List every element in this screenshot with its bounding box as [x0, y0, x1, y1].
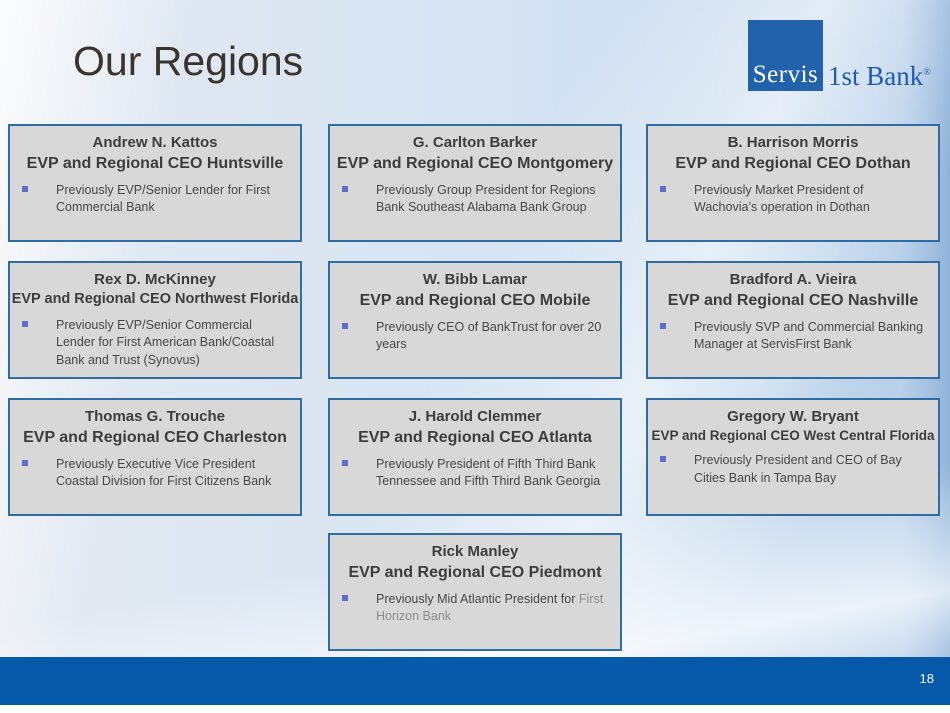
region-card-northwest-florida: Rex D. McKinney EVP and Regional CEO Nor… — [8, 261, 302, 379]
region-card-nashville: Bradford A. Vieira EVP and Regional CEO … — [646, 261, 940, 379]
exec-name: Gregory W. Bryant — [727, 408, 859, 425]
bullet-icon — [22, 459, 28, 466]
bullet-icon — [342, 459, 348, 466]
region-card-montgomery: G. Carlton Barker EVP and Regional CEO M… — [328, 124, 622, 242]
exec-name: W. Bibb Lamar — [422, 271, 528, 288]
registered-mark: ® — [923, 67, 931, 78]
region-card-west-central-florida: Gregory W. Bryant EVP and Regional CEO W… — [646, 398, 940, 516]
logo-bank-word: 1st Bank — [828, 61, 924, 91]
bullet-icon — [660, 185, 666, 192]
logo-bank-text: 1st Bank® — [828, 61, 931, 92]
exec-role: EVP and Regional CEO Dothan — [675, 155, 911, 173]
exec-role: EVP and Regional CEO Atlanta — [358, 429, 592, 447]
bullet-icon — [660, 456, 666, 463]
exec-name: B. Harrison Morris — [727, 134, 859, 151]
exec-bio: Previously Group President for Regions B… — [330, 182, 620, 217]
exec-bio: Previously President and CEO of Bay Citi… — [648, 452, 938, 487]
exec-role: EVP and Regional CEO Huntsville — [26, 155, 284, 173]
bullet-icon — [342, 185, 348, 192]
exec-role: EVP and Regional CEO Northwest Florida — [11, 291, 299, 308]
exec-bio: Previously Mid Atlantic President for Fi… — [330, 591, 620, 626]
exec-name: Bradford A. Vieira — [729, 271, 857, 288]
bullet-icon — [342, 594, 348, 601]
exec-name: Thomas G. Trouche — [84, 408, 226, 425]
bullet-icon — [342, 322, 348, 329]
bullet-icon — [660, 322, 666, 329]
exec-bio: Previously President of Fifth Third Bank… — [330, 456, 620, 491]
exec-role: EVP and Regional CEO Mobile — [359, 292, 591, 310]
exec-role: EVP and Regional CEO West Central Florid… — [651, 428, 935, 444]
exec-role: EVP and Regional CEO Montgomery — [336, 155, 614, 173]
region-card-charleston: Thomas G. Trouche EVP and Regional CEO C… — [8, 398, 302, 516]
bullet-icon — [22, 320, 28, 327]
page-title: Our Regions — [73, 38, 304, 84]
exec-bio: Previously EVP/Senior Lender for First C… — [10, 182, 300, 217]
exec-name: G. Carlton Barker — [412, 134, 538, 151]
region-card-piedmont: Rick Manley EVP and Regional CEO Piedmon… — [328, 533, 622, 651]
logo-servis-text: Servis — [752, 61, 819, 88]
region-card-mobile: W. Bibb Lamar EVP and Regional CEO Mobil… — [328, 261, 622, 379]
exec-name: Rick Manley — [431, 543, 519, 560]
logo-square: Servis — [748, 20, 823, 91]
exec-role: EVP and Regional CEO Charleston — [23, 429, 287, 447]
region-card-dothan: B. Harrison Morris EVP and Regional CEO … — [646, 124, 940, 242]
exec-role: EVP and Regional CEO Nashville — [667, 292, 919, 310]
page-number: 18 — [919, 671, 934, 686]
region-card-huntsville: Andrew N. Kattos EVP and Regional CEO Hu… — [8, 124, 302, 242]
exec-name: J. Harold Clemmer — [408, 408, 542, 425]
exec-bio: Previously EVP/Senior Commercial Lender … — [10, 317, 300, 370]
region-card-atlanta: J. Harold Clemmer EVP and Regional CEO A… — [328, 398, 622, 516]
bullet-icon — [22, 185, 28, 192]
exec-bio: Previously Executive Vice President Coas… — [10, 456, 300, 491]
exec-name: Andrew N. Kattos — [92, 134, 218, 151]
exec-name: Rex D. McKinney — [94, 271, 216, 288]
exec-bio: Previously SVP and Commercial Banking Ma… — [648, 319, 938, 354]
exec-role: EVP and Regional CEO Piedmont — [348, 564, 602, 582]
footer-bar: 18 — [0, 657, 950, 705]
exec-bio: Previously CEO of BankTrust for over 20 … — [330, 319, 620, 354]
exec-bio: Previously Market President of Wachovia’… — [648, 182, 938, 217]
